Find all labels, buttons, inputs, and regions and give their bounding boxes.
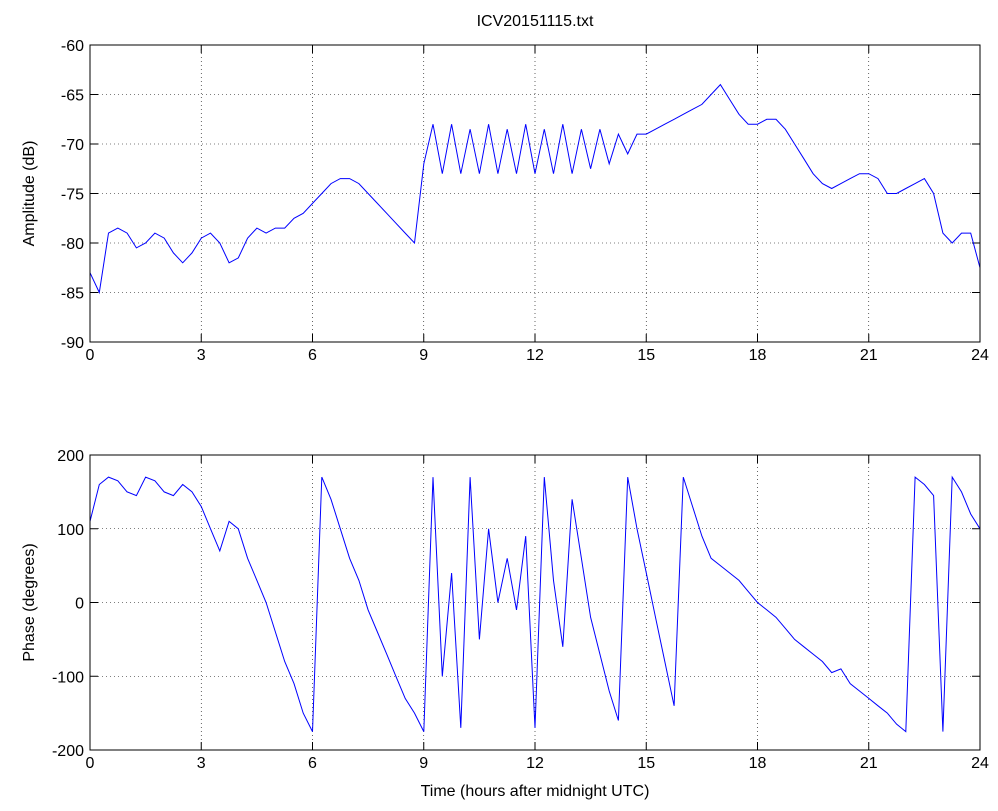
x-tick-label: 15 xyxy=(637,347,655,364)
x-tick-label: 3 xyxy=(197,755,206,772)
x-tick-label: 6 xyxy=(308,755,317,772)
y-tick-label: 200 xyxy=(57,448,84,465)
y-tick-label: -100 xyxy=(52,669,84,686)
y-axis-label: Phase (degrees) xyxy=(21,543,38,661)
y-tick-label: -200 xyxy=(52,743,84,760)
x-tick-label: 6 xyxy=(308,347,317,364)
y-tick-label: -90 xyxy=(61,335,84,352)
x-tick-label: 21 xyxy=(860,755,878,772)
x-axis-label: Time (hours after midnight UTC) xyxy=(421,783,650,800)
x-tick-label: 9 xyxy=(419,755,428,772)
y-tick-label: -65 xyxy=(61,88,84,105)
x-tick-label: 18 xyxy=(749,347,767,364)
y-tick-label: -80 xyxy=(61,236,84,253)
y-tick-label: -85 xyxy=(61,286,84,303)
data-line xyxy=(89,475,981,733)
x-tick-label: 12 xyxy=(526,347,544,364)
x-tick-label: 3 xyxy=(197,347,206,364)
x-tick-label: 9 xyxy=(419,347,428,364)
axes-box xyxy=(89,44,981,343)
x-tick-label: 21 xyxy=(860,347,878,364)
y-tick-label: 0 xyxy=(75,596,84,613)
y-tick-label: -70 xyxy=(61,137,84,154)
x-tick-label: 0 xyxy=(86,347,95,364)
y-axis-label: Amplitude (dB) xyxy=(21,141,38,247)
y-tick-label: -60 xyxy=(61,38,84,55)
axes-box xyxy=(89,454,981,751)
x-tick-label: 24 xyxy=(971,755,989,772)
y-tick-label: 100 xyxy=(57,522,84,539)
x-tick-label: 15 xyxy=(637,755,655,772)
y-tick-label: -75 xyxy=(61,187,84,204)
data-line xyxy=(89,83,981,295)
x-tick-label: 18 xyxy=(749,755,767,772)
chart-title: ICV20151115.txt xyxy=(477,13,594,30)
x-tick-label: 12 xyxy=(526,755,544,772)
x-tick-label: 0 xyxy=(86,755,95,772)
x-tick-label: 24 xyxy=(971,347,989,364)
